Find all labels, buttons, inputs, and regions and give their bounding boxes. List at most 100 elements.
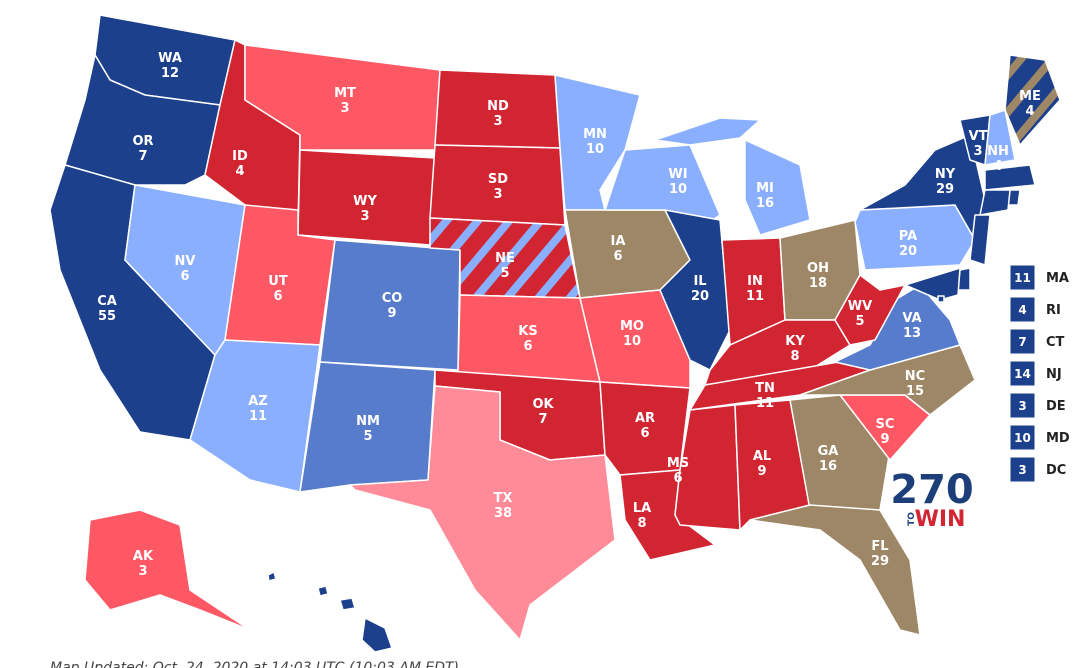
- box-ev: 4: [1018, 303, 1026, 317]
- state-abbr: TN: [755, 381, 775, 396]
- box-abbr: DC: [1046, 463, 1066, 478]
- state-ev: 8: [637, 516, 646, 531]
- state-shape: [654, 117, 761, 146]
- state-abbr: MS: [667, 456, 689, 471]
- box-abbr: MA: [1046, 271, 1069, 286]
- state-abbr: HI: [342, 619, 358, 634]
- state-labels: WA12OR7CA55NV6ID4MT3WY3UT6AZ11CO9NM5ND3S…: [97, 51, 1041, 649]
- state-abbr: AZ: [248, 394, 268, 409]
- ev-box: [1009, 264, 1036, 291]
- state-abbr: MN: [583, 127, 607, 142]
- state-abbr: NV: [175, 254, 196, 269]
- state-ev: 5: [363, 429, 372, 444]
- state-abbr: GA: [818, 444, 839, 459]
- state-shape: [859, 134, 986, 241]
- logo: 270 TO WIN: [890, 467, 974, 532]
- state-ev: 12: [161, 66, 179, 81]
- state-ev: 3: [973, 144, 982, 159]
- state-shape: [554, 74, 641, 211]
- state-ev: 7: [538, 412, 547, 427]
- state-shape: [984, 164, 1036, 191]
- logo-number: 270: [890, 467, 974, 513]
- state-abbr: NE: [495, 251, 515, 266]
- state-ev: 3: [493, 187, 502, 202]
- state-abbr: ND: [487, 99, 509, 114]
- state-ev: 3: [340, 101, 349, 116]
- state-ev: 3: [360, 209, 369, 224]
- state-ev: 11: [746, 289, 764, 304]
- box-abbr: DE: [1046, 399, 1066, 414]
- state-abbr: KY: [785, 334, 805, 349]
- box-abbr: RI: [1046, 303, 1061, 318]
- state-shape: [317, 585, 329, 597]
- state-shape: [267, 571, 277, 582]
- state-ev: 11: [249, 409, 267, 424]
- state-ev: 9: [757, 464, 766, 479]
- box-ev: 3: [1018, 399, 1026, 413]
- state-ev: 6: [640, 426, 649, 441]
- state-ev: 20: [691, 289, 709, 304]
- state-shape: [904, 267, 961, 301]
- state-shape: [1004, 54, 1061, 146]
- state-abbr: MO: [620, 319, 644, 334]
- state-shape: [349, 385, 616, 641]
- state-ev: 20: [899, 244, 917, 259]
- state-abbr: LA: [633, 501, 651, 516]
- state-ev: 6: [613, 249, 622, 264]
- state-ev: 6: [523, 339, 532, 354]
- logo-win: WIN: [915, 507, 966, 532]
- state-abbr: WA: [158, 51, 182, 66]
- ev-box: [1009, 392, 1036, 419]
- ev-box: [1009, 296, 1036, 323]
- state-ev: 9: [880, 432, 889, 447]
- state-ev: 4: [993, 159, 1002, 174]
- state-abbr: OR: [132, 134, 153, 149]
- states: [49, 14, 1061, 653]
- state-ev: 29: [871, 554, 889, 569]
- state-abbr: VA: [902, 311, 921, 326]
- state-ev: 6: [180, 269, 189, 284]
- state-ev: 18: [809, 276, 827, 291]
- state-abbr: NY: [935, 167, 956, 182]
- state-shape: [749, 504, 921, 636]
- small-state-list: 11 MA 4 RI 7 CT 14 NJ 3 DE 10 MD 3 DC: [1009, 264, 1070, 483]
- state-abbr: AL: [753, 449, 771, 464]
- state-abbr: CA: [97, 294, 117, 309]
- state-abbr: NH: [987, 144, 1009, 159]
- state-abbr: WI: [668, 167, 687, 182]
- state-ev: 10: [586, 142, 604, 157]
- box-ev: 7: [1018, 335, 1026, 349]
- state-abbr: OK: [532, 397, 554, 412]
- state-abbr: SD: [488, 172, 508, 187]
- state-shape: [979, 189, 1011, 216]
- state-shape: [579, 289, 691, 389]
- box-abbr: MD: [1046, 431, 1070, 446]
- state-abbr: VT: [969, 129, 988, 144]
- state-abbr: ID: [232, 149, 248, 164]
- state-ev: 7: [138, 149, 147, 164]
- state-abbr: KS: [518, 324, 537, 339]
- state-shape: [361, 617, 393, 653]
- state-shape: [339, 597, 356, 611]
- state-ev: 11: [756, 396, 774, 411]
- state-ev: 5: [855, 314, 864, 329]
- state-abbr: FL: [871, 539, 888, 554]
- state-abbr: TX: [494, 491, 513, 506]
- state-abbr: OH: [807, 261, 829, 276]
- box-ev: 3: [1018, 463, 1026, 477]
- state-ev: 9: [387, 306, 396, 321]
- state-shape: [969, 214, 991, 266]
- box-ev: 10: [1014, 431, 1031, 445]
- state-ev: 15: [906, 384, 924, 399]
- state-shape: [64, 54, 221, 186]
- state-abbr: MT: [334, 86, 356, 101]
- state-ev: 6: [673, 471, 682, 486]
- ev-box: [1009, 328, 1036, 355]
- state-abbr: UT: [268, 274, 288, 289]
- state-abbr: IL: [693, 274, 706, 289]
- state-ev: 13: [903, 326, 921, 341]
- state-ev: 4: [1025, 104, 1034, 119]
- state-abbr: WV: [848, 299, 872, 314]
- state-abbr: ME: [1019, 89, 1041, 104]
